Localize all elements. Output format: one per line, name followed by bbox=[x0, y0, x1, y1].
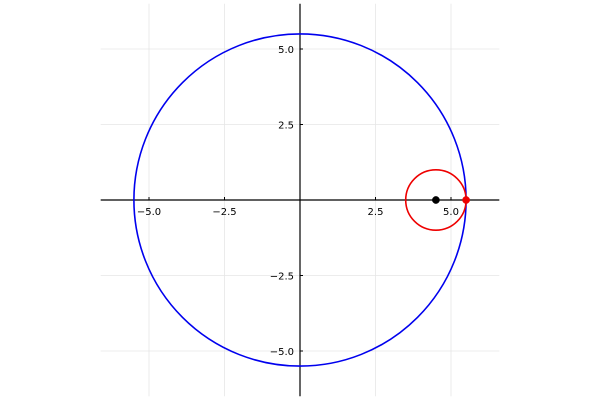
center-point bbox=[432, 196, 440, 204]
y-tick-label-3: −5.0 bbox=[270, 347, 294, 358]
y-tick-label-2: −2.5 bbox=[270, 272, 294, 283]
series bbox=[133, 33, 470, 367]
x-tick-label-2: 2.5 bbox=[368, 207, 384, 218]
tick-labels: −5.0 −2.5 2.5 5.0 5.0 2.5 −2.5 −5.0 bbox=[137, 45, 459, 358]
x-tick-label-0: −5.0 bbox=[137, 207, 161, 218]
y-tick-label-1: 2.5 bbox=[278, 121, 294, 132]
x-tick-label-3: 5.0 bbox=[443, 207, 459, 218]
y-tick-label-0: 5.0 bbox=[278, 45, 294, 56]
tracing-point bbox=[462, 196, 470, 204]
x-tick-label-1: −2.5 bbox=[212, 207, 236, 218]
